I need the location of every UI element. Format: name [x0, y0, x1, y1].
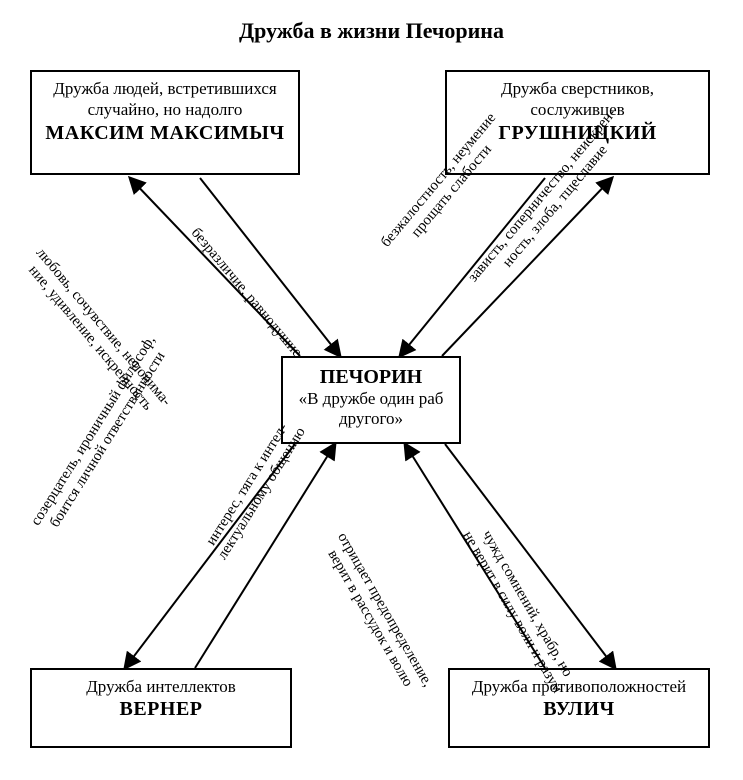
node-pechorin: ПЕЧОРИН «В дружбе один раб другого»	[281, 356, 461, 444]
node-desc: Дружба противоположностей	[450, 670, 708, 697]
node-name: МАКСИМ МАКСИМЫЧ	[32, 121, 298, 154]
node-name: ВЕРНЕР	[32, 697, 290, 730]
edge-label-bl-incoming: интерес, тяга к интел-лектуальному общен…	[200, 416, 310, 564]
edge-label-tl-incoming: безразличие, равнодушие	[187, 225, 305, 361]
center-quote: «В дружбе один раб другого»	[293, 389, 449, 430]
node-maksim-maksimych: Дружба людей, встретившихся случайно, но…	[30, 70, 300, 175]
node-verner: Дружба интеллектов ВЕРНЕР	[30, 668, 292, 748]
center-name: ПЕЧОРИН	[293, 366, 449, 389]
node-desc: Дружба интеллектов	[32, 670, 290, 697]
node-vulich: Дружба противоположностей ВУЛИЧ	[448, 668, 710, 748]
diagram-canvas: Дружба в жизни Печорина Дружба людей, вс…	[0, 0, 743, 780]
node-name: ВУЛИЧ	[450, 697, 708, 730]
edge-label-br-outgoing: отрицает предопределение,верит в рассудо…	[318, 530, 435, 699]
node-desc: Дружба людей, встретившихся случайно, но…	[32, 72, 298, 121]
diagram-title: Дружба в жизни Печорина	[0, 18, 743, 44]
edge-label-tl-outgoing: любовь, сочувствие, непонима-ние, удивле…	[19, 245, 175, 421]
